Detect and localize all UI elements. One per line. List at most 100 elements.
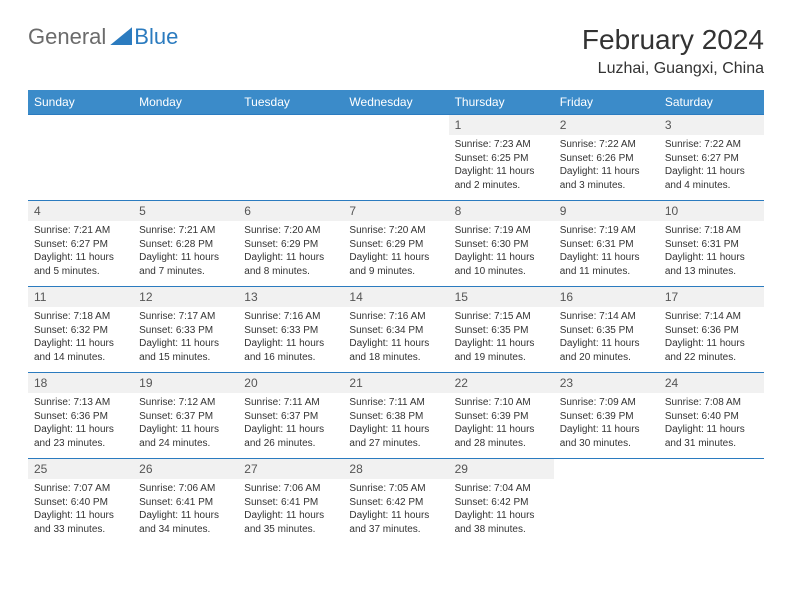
- day-number: 5: [133, 201, 238, 221]
- day-detail: Sunrise: 7:16 AMSunset: 6:33 PMDaylight:…: [238, 307, 343, 367]
- day-detail: Sunrise: 7:06 AMSunset: 6:41 PMDaylight:…: [238, 479, 343, 539]
- daylight-text: Daylight: 11 hours and 33 minutes.: [34, 509, 127, 536]
- day-detail: Sunrise: 7:10 AMSunset: 6:39 PMDaylight:…: [449, 393, 554, 453]
- day-number: 25: [28, 459, 133, 479]
- sunset-text: Sunset: 6:35 PM: [455, 324, 548, 338]
- calendar-day-cell: 18Sunrise: 7:13 AMSunset: 6:36 PMDayligh…: [28, 373, 133, 459]
- sunrise-text: Sunrise: 7:21 AM: [139, 224, 232, 238]
- day-detail: Sunrise: 7:09 AMSunset: 6:39 PMDaylight:…: [554, 393, 659, 453]
- calendar-day-cell: 21Sunrise: 7:11 AMSunset: 6:38 PMDayligh…: [343, 373, 448, 459]
- day-detail: Sunrise: 7:22 AMSunset: 6:26 PMDaylight:…: [554, 135, 659, 195]
- day-detail: Sunrise: 7:18 AMSunset: 6:32 PMDaylight:…: [28, 307, 133, 367]
- sunrise-text: Sunrise: 7:21 AM: [34, 224, 127, 238]
- day-detail: Sunrise: 7:11 AMSunset: 6:38 PMDaylight:…: [343, 393, 448, 453]
- calendar-day-cell: 7Sunrise: 7:20 AMSunset: 6:29 PMDaylight…: [343, 201, 448, 287]
- calendar-day-cell: 15Sunrise: 7:15 AMSunset: 6:35 PMDayligh…: [449, 287, 554, 373]
- calendar-week-row: 11Sunrise: 7:18 AMSunset: 6:32 PMDayligh…: [28, 287, 764, 373]
- day-number: 23: [554, 373, 659, 393]
- day-detail: Sunrise: 7:18 AMSunset: 6:31 PMDaylight:…: [659, 221, 764, 281]
- day-number: 14: [343, 287, 448, 307]
- day-number: 10: [659, 201, 764, 221]
- calendar-week-row: 25Sunrise: 7:07 AMSunset: 6:40 PMDayligh…: [28, 459, 764, 545]
- sunrise-text: Sunrise: 7:14 AM: [665, 310, 758, 324]
- day-detail: Sunrise: 7:23 AMSunset: 6:25 PMDaylight:…: [449, 135, 554, 195]
- day-detail: Sunrise: 7:08 AMSunset: 6:40 PMDaylight:…: [659, 393, 764, 453]
- day-header: Friday: [554, 90, 659, 115]
- daylight-text: Daylight: 11 hours and 14 minutes.: [34, 337, 127, 364]
- sunset-text: Sunset: 6:36 PM: [665, 324, 758, 338]
- sunset-text: Sunset: 6:41 PM: [244, 496, 337, 510]
- sunset-text: Sunset: 6:26 PM: [560, 152, 653, 166]
- logo-text-blue: Blue: [134, 24, 178, 50]
- daylight-text: Daylight: 11 hours and 7 minutes.: [139, 251, 232, 278]
- day-header: Wednesday: [343, 90, 448, 115]
- logo-triangle-icon: [110, 27, 132, 45]
- daylight-text: Daylight: 11 hours and 34 minutes.: [139, 509, 232, 536]
- calendar-empty-cell: [28, 115, 133, 201]
- sunrise-text: Sunrise: 7:06 AM: [244, 482, 337, 496]
- calendar-day-cell: 28Sunrise: 7:05 AMSunset: 6:42 PMDayligh…: [343, 459, 448, 545]
- sunrise-text: Sunrise: 7:07 AM: [34, 482, 127, 496]
- day-number: 9: [554, 201, 659, 221]
- sunrise-text: Sunrise: 7:09 AM: [560, 396, 653, 410]
- daylight-text: Daylight: 11 hours and 19 minutes.: [455, 337, 548, 364]
- sunset-text: Sunset: 6:27 PM: [665, 152, 758, 166]
- sunrise-text: Sunrise: 7:22 AM: [560, 138, 653, 152]
- sunset-text: Sunset: 6:25 PM: [455, 152, 548, 166]
- calendar-week-row: 18Sunrise: 7:13 AMSunset: 6:36 PMDayligh…: [28, 373, 764, 459]
- sunrise-text: Sunrise: 7:10 AM: [455, 396, 548, 410]
- day-detail: Sunrise: 7:21 AMSunset: 6:28 PMDaylight:…: [133, 221, 238, 281]
- day-detail: Sunrise: 7:20 AMSunset: 6:29 PMDaylight:…: [238, 221, 343, 281]
- daylight-text: Daylight: 11 hours and 10 minutes.: [455, 251, 548, 278]
- day-number: 20: [238, 373, 343, 393]
- day-header: Monday: [133, 90, 238, 115]
- daylight-text: Daylight: 11 hours and 20 minutes.: [560, 337, 653, 364]
- sunset-text: Sunset: 6:38 PM: [349, 410, 442, 424]
- day-detail: Sunrise: 7:14 AMSunset: 6:36 PMDaylight:…: [659, 307, 764, 367]
- daylight-text: Daylight: 11 hours and 35 minutes.: [244, 509, 337, 536]
- sunset-text: Sunset: 6:42 PM: [455, 496, 548, 510]
- sunset-text: Sunset: 6:29 PM: [349, 238, 442, 252]
- daylight-text: Daylight: 11 hours and 8 minutes.: [244, 251, 337, 278]
- calendar-day-cell: 5Sunrise: 7:21 AMSunset: 6:28 PMDaylight…: [133, 201, 238, 287]
- calendar-day-cell: 27Sunrise: 7:06 AMSunset: 6:41 PMDayligh…: [238, 459, 343, 545]
- sunset-text: Sunset: 6:30 PM: [455, 238, 548, 252]
- daylight-text: Daylight: 11 hours and 11 minutes.: [560, 251, 653, 278]
- sunset-text: Sunset: 6:37 PM: [244, 410, 337, 424]
- daylight-text: Daylight: 11 hours and 16 minutes.: [244, 337, 337, 364]
- day-detail: Sunrise: 7:11 AMSunset: 6:37 PMDaylight:…: [238, 393, 343, 453]
- daylight-text: Daylight: 11 hours and 38 minutes.: [455, 509, 548, 536]
- calendar-head: SundayMondayTuesdayWednesdayThursdayFrid…: [28, 90, 764, 115]
- day-number: 24: [659, 373, 764, 393]
- daylight-text: Daylight: 11 hours and 2 minutes.: [455, 165, 548, 192]
- sunset-text: Sunset: 6:34 PM: [349, 324, 442, 338]
- logo: General Blue: [28, 24, 178, 50]
- daylight-text: Daylight: 11 hours and 31 minutes.: [665, 423, 758, 450]
- calendar-day-cell: 1Sunrise: 7:23 AMSunset: 6:25 PMDaylight…: [449, 115, 554, 201]
- header: General Blue February 2024 Luzhai, Guang…: [28, 24, 764, 78]
- sunrise-text: Sunrise: 7:18 AM: [34, 310, 127, 324]
- sunrise-text: Sunrise: 7:12 AM: [139, 396, 232, 410]
- calendar-empty-cell: [133, 115, 238, 201]
- daylight-text: Daylight: 11 hours and 9 minutes.: [349, 251, 442, 278]
- calendar-empty-cell: [238, 115, 343, 201]
- calendar-week-row: 1Sunrise: 7:23 AMSunset: 6:25 PMDaylight…: [28, 115, 764, 201]
- calendar-day-cell: 10Sunrise: 7:18 AMSunset: 6:31 PMDayligh…: [659, 201, 764, 287]
- day-number: 28: [343, 459, 448, 479]
- sunset-text: Sunset: 6:33 PM: [244, 324, 337, 338]
- day-number: 7: [343, 201, 448, 221]
- day-detail: Sunrise: 7:19 AMSunset: 6:30 PMDaylight:…: [449, 221, 554, 281]
- day-header: Thursday: [449, 90, 554, 115]
- calendar-empty-cell: [554, 459, 659, 545]
- day-number: 8: [449, 201, 554, 221]
- day-detail: Sunrise: 7:07 AMSunset: 6:40 PMDaylight:…: [28, 479, 133, 539]
- calendar-day-cell: 20Sunrise: 7:11 AMSunset: 6:37 PMDayligh…: [238, 373, 343, 459]
- sunset-text: Sunset: 6:40 PM: [34, 496, 127, 510]
- day-detail: Sunrise: 7:06 AMSunset: 6:41 PMDaylight:…: [133, 479, 238, 539]
- sunset-text: Sunset: 6:39 PM: [560, 410, 653, 424]
- sunset-text: Sunset: 6:33 PM: [139, 324, 232, 338]
- sunrise-text: Sunrise: 7:06 AM: [139, 482, 232, 496]
- daylight-text: Daylight: 11 hours and 22 minutes.: [665, 337, 758, 364]
- sunrise-text: Sunrise: 7:23 AM: [455, 138, 548, 152]
- day-header-row: SundayMondayTuesdayWednesdayThursdayFrid…: [28, 90, 764, 115]
